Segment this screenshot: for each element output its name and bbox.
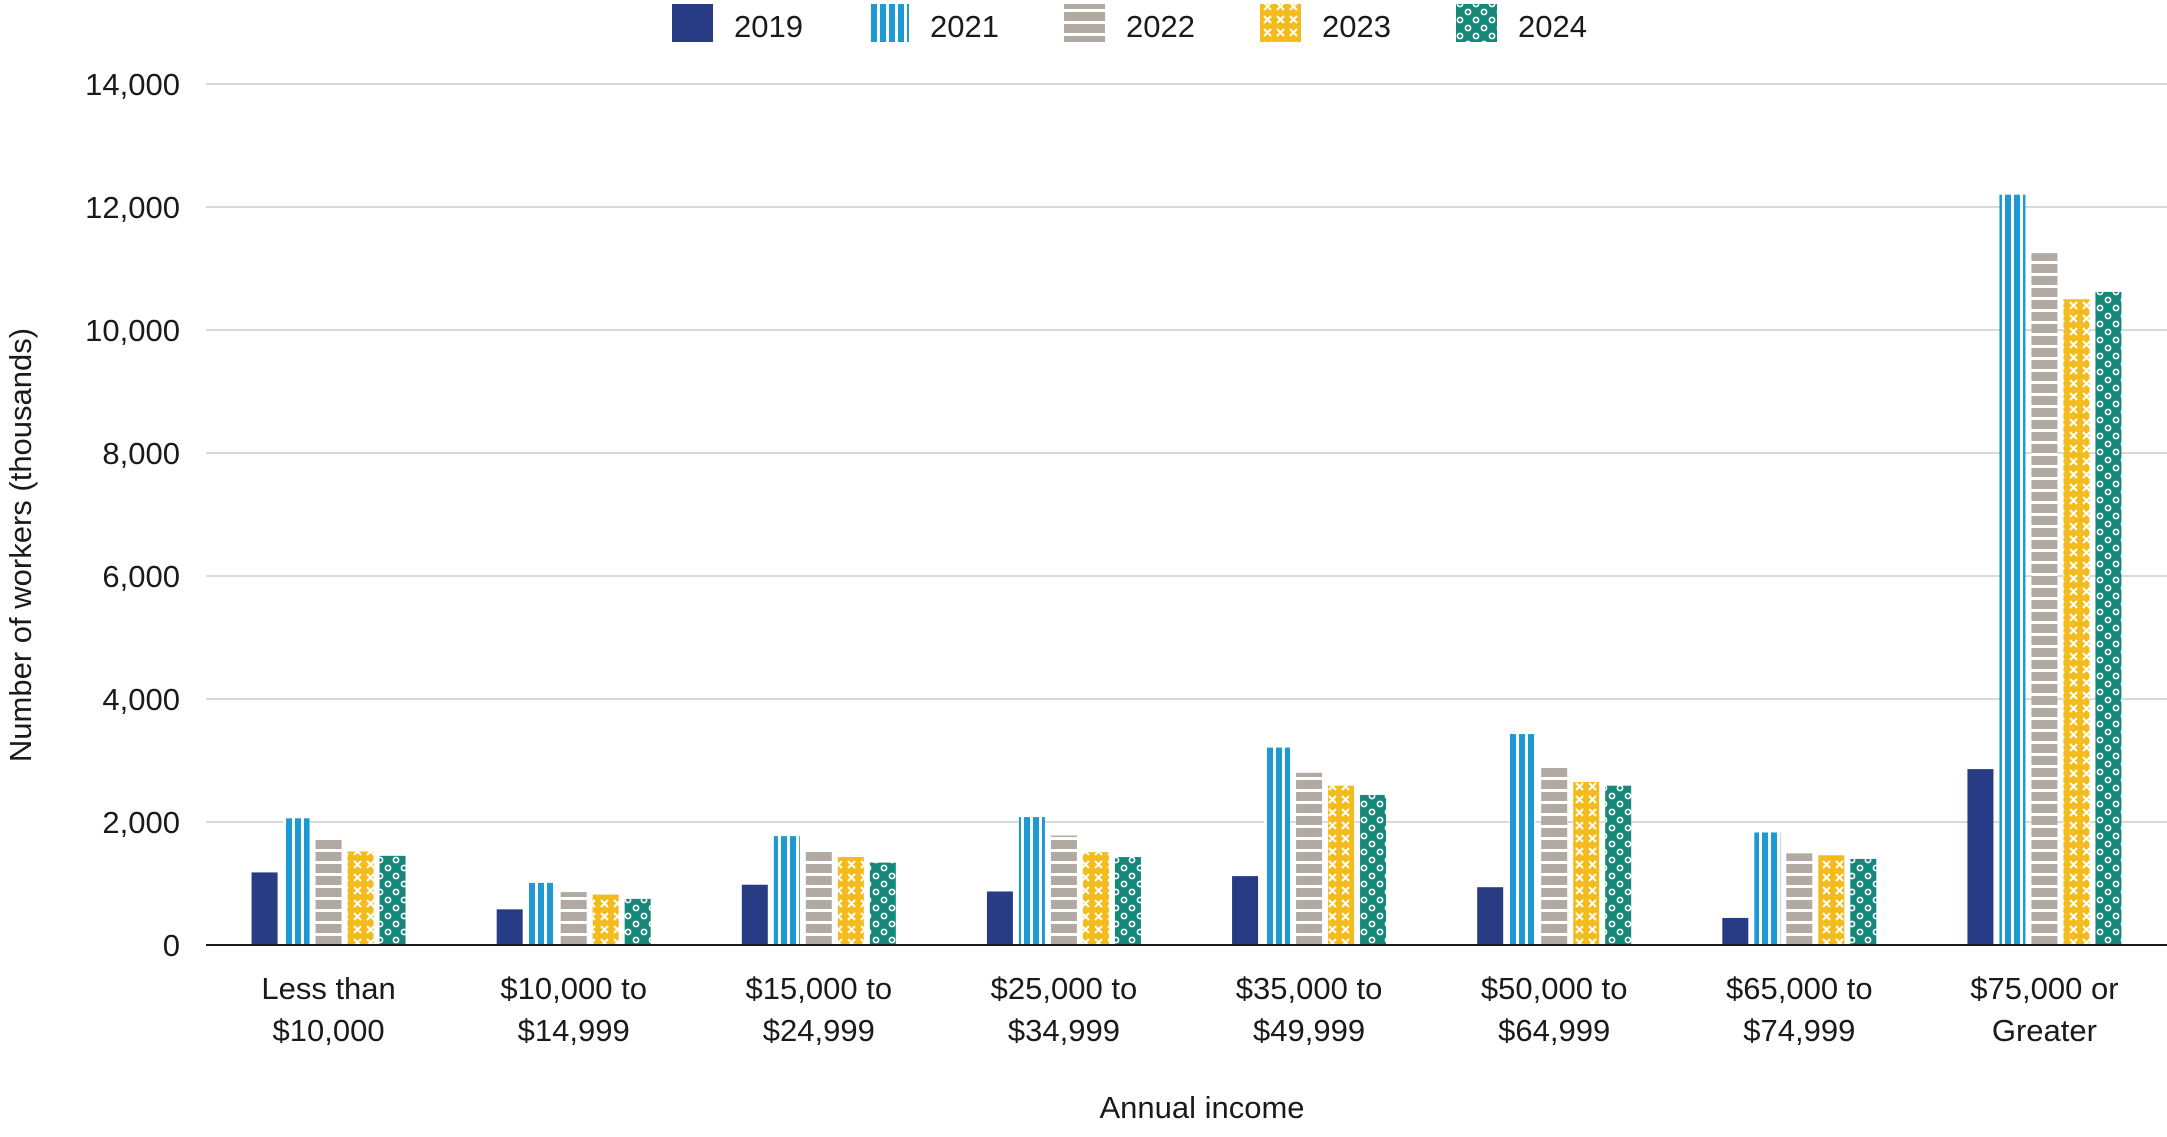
legend-label: 2022 <box>1126 9 1195 44</box>
legend-swatch-2022 <box>1064 4 1105 42</box>
legend-label: 2019 <box>734 9 803 44</box>
x-tick-label: Less than <box>261 971 395 1006</box>
x-axis-tick-labels: Less than $10,000 $10,000 to $14,999 $15,000… <box>261 971 2118 1048</box>
bar-2022-cat-2 <box>805 850 832 945</box>
y-tick-label: 0 <box>163 928 180 963</box>
bar-2021-cat-3 <box>1018 817 1045 945</box>
x-tick-label: $10,000 <box>273 1013 385 1048</box>
bar-2022-cat-3 <box>1050 835 1077 945</box>
bar-2019-cat-6 <box>1722 917 1749 945</box>
bar-2019-cat-1 <box>496 909 523 945</box>
x-tick-label: $49,999 <box>1253 1013 1365 1048</box>
bar-2023-cat-5 <box>1573 782 1600 945</box>
bar-2021-cat-0 <box>283 818 310 945</box>
y-tick-label: 14,000 <box>85 67 180 102</box>
bar-2021-cat-7 <box>1999 194 2026 945</box>
legend-swatch-2023 <box>1260 4 1301 42</box>
bar-2022-cat-5 <box>1541 767 1568 945</box>
bars <box>206 194 2167 946</box>
bar-2019-cat-2 <box>741 884 768 945</box>
bar-2024-cat-1 <box>624 898 651 945</box>
bar-2023-cat-4 <box>1328 785 1355 945</box>
legend-swatch-2021 <box>868 4 909 42</box>
bar-2022-cat-7 <box>2031 253 2058 945</box>
legend-swatch-2019 <box>672 4 713 42</box>
bar-2023-cat-2 <box>837 857 864 945</box>
y-tick-label: 8,000 <box>102 436 180 471</box>
x-tick-label: $65,000 to <box>1726 971 1873 1006</box>
bar-2024-cat-4 <box>1360 794 1387 945</box>
y-axis-tick-labels: 0 2,000 4,000 6,000 8,000 10,000 12,000 14,000 <box>85 67 180 963</box>
x-tick-label: $50,000 to <box>1481 971 1628 1006</box>
x-tick-label: $74,999 <box>1743 1013 1855 1048</box>
bar-2021-cat-1 <box>528 882 555 945</box>
x-tick-label: $34,999 <box>1008 1013 1120 1048</box>
y-tick-label: 2,000 <box>102 805 180 840</box>
bar-2022-cat-0 <box>315 839 342 945</box>
bar-2022-cat-1 <box>560 892 587 945</box>
bar-2019-cat-7 <box>1967 769 1994 945</box>
bar-2021-cat-5 <box>1509 734 1536 945</box>
bar-2024-cat-5 <box>1605 785 1632 945</box>
bar-2019-cat-3 <box>986 891 1013 945</box>
bar-2024-cat-0 <box>379 855 406 945</box>
bar-2022-cat-4 <box>1296 772 1323 945</box>
bar-2023-cat-6 <box>1818 855 1845 945</box>
x-tick-label: $10,000 to <box>500 971 647 1006</box>
legend-label: 2024 <box>1518 9 1587 44</box>
bar-2021-cat-6 <box>1754 832 1781 945</box>
bar-2019-cat-4 <box>1232 876 1259 945</box>
x-tick-label: $15,000 to <box>746 971 893 1006</box>
y-axis-label: Number of workers (thousands) <box>3 328 38 762</box>
x-tick-label: Greater <box>1992 1013 2097 1048</box>
bar-2023-cat-1 <box>592 894 619 945</box>
bar-2021-cat-4 <box>1264 747 1291 945</box>
bar-2019-cat-0 <box>251 872 278 945</box>
bar-2021-cat-2 <box>773 836 800 945</box>
legend-label: 2023 <box>1322 9 1391 44</box>
bar-2023-cat-7 <box>2063 299 2090 945</box>
bar-2019-cat-5 <box>1477 887 1504 945</box>
y-tick-label: 10,000 <box>85 313 180 348</box>
y-tick-label: 6,000 <box>102 559 180 594</box>
bar-2023-cat-3 <box>1082 852 1109 945</box>
legend-swatch-2024 <box>1456 4 1497 42</box>
bar-2024-cat-7 <box>2095 291 2122 945</box>
bar-2024-cat-2 <box>869 862 896 945</box>
bar-2022-cat-6 <box>1786 853 1813 945</box>
bar-2023-cat-0 <box>347 851 374 945</box>
legend-label: 2021 <box>930 9 999 44</box>
legend: 2019 2021 2022 2023 2024 <box>672 4 1587 44</box>
gridlines <box>206 83 2167 823</box>
bar-2024-cat-3 <box>1114 857 1141 945</box>
x-tick-label: $24,999 <box>763 1013 875 1048</box>
x-axis-label: Annual income <box>1099 1090 1304 1125</box>
x-tick-label: $75,000 or <box>1970 971 2118 1006</box>
x-tick-label: $64,999 <box>1498 1013 1610 1048</box>
x-tick-label: $14,999 <box>518 1013 630 1048</box>
bar-2024-cat-6 <box>1850 858 1877 945</box>
y-tick-label: 4,000 <box>102 682 180 717</box>
y-tick-label: 12,000 <box>85 190 180 225</box>
x-tick-label: $25,000 to <box>991 971 1138 1006</box>
x-tick-label: $35,000 to <box>1236 971 1383 1006</box>
